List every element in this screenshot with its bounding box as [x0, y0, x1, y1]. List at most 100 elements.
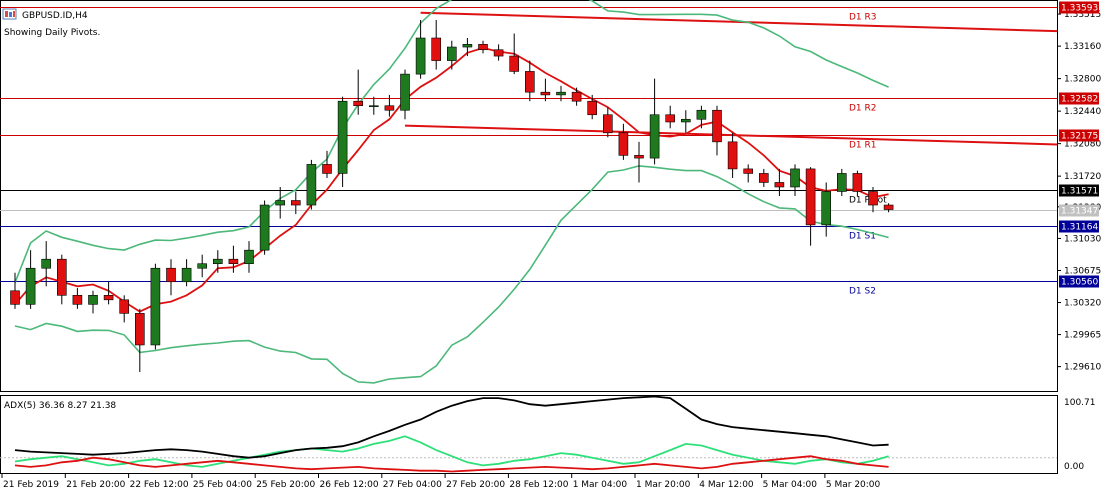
candle-body — [56, 258, 67, 296]
candle — [618, 123, 629, 160]
price-tag-box — [1059, 184, 1099, 197]
time-tick-label: 5 Mar 20:00 — [826, 480, 881, 490]
candles — [10, 19, 894, 373]
upper-band-line — [14, 0, 889, 283]
time-tick-label: 25 Feb 20:00 — [256, 480, 315, 490]
candle — [883, 203, 894, 213]
candle-body — [275, 200, 286, 206]
candle — [181, 259, 192, 287]
candle — [758, 168, 769, 187]
price-tick-label: 1.32440 — [1064, 107, 1101, 117]
candle — [524, 60, 535, 102]
candle-body — [556, 91, 566, 96]
pivot-subtitle: Showing Daily Pivots. — [4, 28, 100, 38]
candle-body — [649, 114, 660, 159]
symbol-icon — [2, 8, 17, 20]
bollinger-bands — [14, 0, 889, 384]
candle — [384, 94, 395, 117]
price-tag-text: 1.33593 — [1061, 4, 1098, 14]
candle — [197, 254, 207, 278]
candle-body — [244, 249, 254, 265]
candle-body — [119, 299, 129, 314]
candle-body — [431, 37, 442, 61]
adx-indicator — [0, 395, 1057, 473]
pivot-label: D1 R3 — [849, 13, 877, 23]
candle — [727, 132, 738, 178]
time-tick-label: 28 Feb 12:00 — [509, 480, 568, 490]
price-tag-text: 1.32175 — [1061, 132, 1098, 142]
candle-body — [634, 155, 644, 159]
time-axis: 21 Feb 2019 21 Feb 20:00 22 Feb 12:00 25 Fe… — [1, 474, 881, 490]
channel-lower-line — [404, 124, 1058, 146]
candle — [103, 281, 114, 305]
candle-body — [712, 109, 722, 143]
candle — [790, 164, 800, 196]
candle-body — [259, 204, 270, 251]
candle — [696, 105, 707, 129]
pivot-price-tag: 1.30560 — [1059, 275, 1099, 288]
pivot-label: D1 Pivot — [849, 196, 887, 206]
time-tick-label: 27 Feb 20:00 — [446, 480, 505, 490]
price-tag-text: 1.31571 — [1061, 187, 1098, 197]
candle — [634, 141, 644, 183]
price-tag-text: 1.30560 — [1061, 278, 1098, 288]
candle-body — [446, 46, 457, 61]
time-tick-label: 25 Feb 04:00 — [193, 480, 252, 490]
candle — [571, 87, 582, 106]
price-tick-label: 1.33515 — [1064, 10, 1101, 20]
candle — [836, 168, 847, 196]
candle — [56, 254, 67, 305]
time-tick-label: 1 Mar 20:00 — [636, 480, 691, 490]
adx-main-line — [14, 395, 889, 459]
candle-body — [415, 37, 426, 75]
candle — [10, 272, 20, 309]
candle-body — [805, 168, 816, 226]
pivot-label: D1 S1 — [849, 232, 876, 242]
pivot-price-tag: 1.31164 — [1059, 220, 1099, 233]
time-tick-label: 5 Mar 04:00 — [763, 480, 818, 490]
candle-body — [337, 100, 348, 174]
candle-body — [41, 258, 52, 269]
lower-band-line — [14, 165, 889, 384]
time-tick-label: 26 Feb 12:00 — [320, 480, 379, 490]
candle-body — [618, 132, 629, 156]
candle-body — [727, 141, 738, 170]
candle-body — [368, 105, 379, 108]
price-tick-label: 1.29610 — [1064, 363, 1101, 373]
candle — [540, 78, 551, 102]
candle-body — [228, 258, 239, 265]
candle — [25, 250, 36, 309]
candle-body — [790, 168, 800, 188]
ma-line — [14, 46, 889, 313]
pivot-label: D1 R1 — [849, 141, 877, 151]
candle — [400, 69, 410, 120]
pivot-label: D1 S2 — [849, 287, 876, 297]
candle-body — [10, 290, 20, 305]
candle-body — [852, 173, 863, 192]
price-tag-box — [1059, 1, 1099, 14]
candle-body — [540, 91, 551, 96]
price-tag-text: 1.31347 — [1061, 207, 1098, 217]
candle-body — [103, 295, 114, 301]
symbol-title: GBPUSD.ID,H4 — [22, 11, 88, 21]
price-tick-label: 1.32800 — [1064, 75, 1101, 85]
candle — [868, 186, 878, 213]
candle — [805, 167, 816, 246]
candle — [306, 159, 317, 210]
candle-body — [665, 114, 676, 123]
candle — [446, 40, 457, 70]
candle-body — [836, 173, 847, 192]
candle-body — [758, 173, 769, 183]
candle-body — [25, 267, 36, 305]
price-tag-box — [1059, 204, 1099, 217]
candle-body — [743, 168, 754, 174]
adx-scale-bottom: 0.00 — [1064, 462, 1084, 472]
indicator-plot-frame — [0, 395, 1058, 474]
price-tag-box — [1059, 220, 1099, 233]
price-tag-text: 1.32582 — [1061, 95, 1098, 105]
time-tick-label: 4 Mar 12:00 — [699, 480, 754, 490]
price-tag-box — [1059, 92, 1099, 105]
candle-body — [181, 267, 192, 283]
candle — [135, 308, 145, 373]
